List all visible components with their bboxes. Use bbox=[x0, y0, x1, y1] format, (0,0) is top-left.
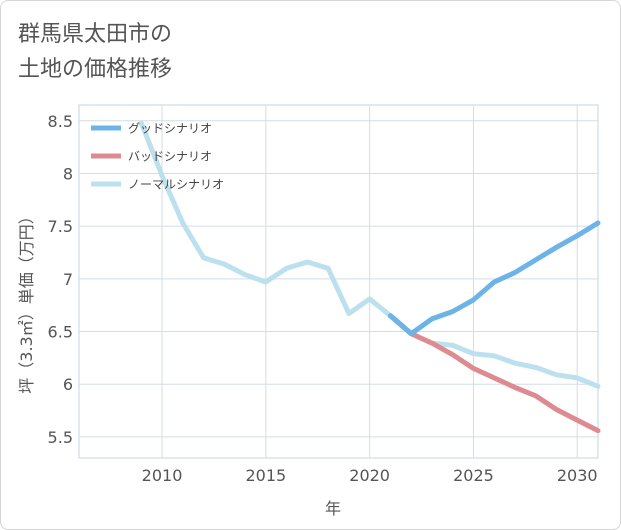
y-tick-label: 6.5 bbox=[48, 323, 73, 342]
legend-item-normal[interactable]: ノーマルシナリオ bbox=[91, 178, 224, 192]
series-lines bbox=[138, 120, 601, 434]
y-tick-label: 7 bbox=[63, 270, 73, 289]
series-line-bad bbox=[387, 313, 601, 434]
x-axis-title: 年 bbox=[325, 499, 341, 518]
series-line-good bbox=[387, 220, 601, 337]
axis-ticks: 2010 2015 2020 2025 2030 5.5 6 6.5 7 7.5 8 8.5 bbox=[48, 112, 598, 485]
y-axis-title: 坪（3.3㎡）単価（万円） bbox=[17, 208, 36, 393]
y-tick-label: 6 bbox=[63, 375, 73, 394]
chart-title-line-2: 土地の価格推移 bbox=[18, 57, 173, 82]
y-tick-label: 8.5 bbox=[48, 112, 73, 131]
x-tick-label: 2030 bbox=[557, 466, 598, 485]
plot-area bbox=[78, 104, 599, 459]
chart-title: 群馬県太田市の 土地の価格推移 bbox=[18, 17, 172, 87]
legend-item-bad[interactable]: バッドシナリオ bbox=[91, 150, 212, 164]
series-line-normal bbox=[138, 120, 601, 389]
x-tick-label: 2010 bbox=[142, 466, 183, 485]
legend-label: ノーマルシナリオ bbox=[128, 178, 224, 192]
grid-lines bbox=[79, 105, 598, 458]
legend-label: グッドシナリオ bbox=[128, 122, 212, 136]
legend-label: バッドシナリオ bbox=[128, 150, 212, 164]
x-tick-label: 2025 bbox=[453, 466, 494, 485]
chart-title-line-1: 群馬県太田市の bbox=[18, 22, 173, 47]
legend-item-good[interactable]: グッドシナリオ bbox=[91, 122, 212, 136]
x-tick-label: 2020 bbox=[349, 466, 390, 485]
y-tick-label: 8 bbox=[63, 164, 73, 183]
y-tick-label: 5.5 bbox=[48, 428, 73, 447]
y-tick-label: 7.5 bbox=[48, 217, 73, 236]
x-tick-label: 2015 bbox=[245, 466, 286, 485]
